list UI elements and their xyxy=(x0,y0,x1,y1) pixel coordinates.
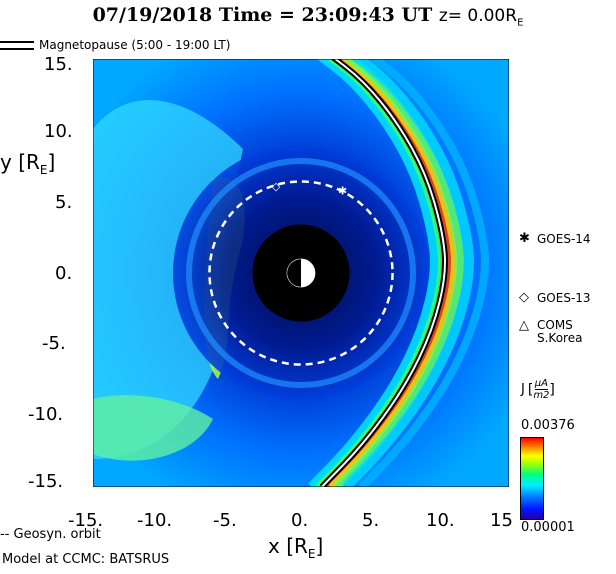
satellite-label: GOES-14 xyxy=(537,232,591,246)
satellite-markers: ✱◇ xyxy=(272,180,347,197)
magnetopause-legend-label: Magnetopause (5:00 - 19:00 LT) xyxy=(39,38,231,52)
title-z: z= 0.00RE xyxy=(438,6,524,29)
x-axis-label: x [RE] xyxy=(268,534,324,561)
title-main: 07/19/2018 Time = 23:09:43 UT xyxy=(92,4,433,26)
colorbar-max-label: 0.00376 xyxy=(521,418,575,433)
diamond-icon: ◇ xyxy=(519,290,529,305)
diamond-icon: ◇ xyxy=(272,180,281,193)
y-tick-label: -10. xyxy=(28,404,64,425)
satellite-legend-goes14: ✱ GOES-14 xyxy=(519,232,591,246)
x-tick-label: -10. xyxy=(137,510,173,531)
earth-icon xyxy=(286,258,316,288)
magnetopause-swatch xyxy=(0,40,34,50)
x-tick-label: 0. xyxy=(291,510,309,531)
geosynchronous-orbit xyxy=(208,180,394,366)
magnetopause-band xyxy=(323,59,452,487)
magnetopause-legend: Magnetopause (5:00 - 19:00 LT) xyxy=(0,38,230,52)
satellite-label: GOES-13 xyxy=(537,291,591,305)
magnetopause-band xyxy=(315,59,444,487)
magnetopause-band xyxy=(328,59,457,487)
y-tick-label: 5. xyxy=(55,192,73,213)
y-tick-label: -15. xyxy=(28,471,64,492)
chart-title: 07/19/2018 Time = 23:09:43 UT z= 0.00RE xyxy=(0,4,616,28)
x-tick-label: -5. xyxy=(213,510,237,531)
triangle-icon: △ xyxy=(519,318,529,333)
colorbar-label: J [ µA m2 ] xyxy=(521,378,555,401)
asterisk-icon: ✱ xyxy=(338,184,347,197)
heatmap-plot: ✱◇ xyxy=(93,59,509,487)
magnetopause-curve-highlight xyxy=(321,59,446,487)
satellite-legend-coms: △ COMS S.Korea xyxy=(519,319,582,345)
x-tick-label: 10. xyxy=(426,510,455,531)
satellite-legend-goes13: ◇ GOES-13 xyxy=(519,291,591,305)
magnetopause-bands xyxy=(308,59,489,487)
model-credit: Model at CCMC: BATSRUS xyxy=(2,552,170,567)
inner-ring-band xyxy=(186,158,416,388)
y-tick-label: 15. xyxy=(44,54,73,75)
magnetopause-band xyxy=(342,59,474,487)
satellite-label-sub: S.Korea xyxy=(537,331,583,345)
y-axis-label: y [RE] xyxy=(0,150,56,177)
y-tick-label: 10. xyxy=(44,121,73,142)
geosyn-orbit-legend: -- Geosyn. orbit xyxy=(0,527,101,542)
magnetopause-band xyxy=(308,59,440,487)
x-tick-label: 5. xyxy=(362,510,380,531)
x-tick-label: 15 xyxy=(490,510,513,531)
colorbar xyxy=(520,437,544,520)
y-tick-label: -5. xyxy=(42,333,66,354)
y-tick-label: 0. xyxy=(55,263,73,284)
satellite-label: COMS xyxy=(537,318,573,332)
plot-area: ✱ ◇ xyxy=(93,59,509,487)
tail-green-region xyxy=(93,395,213,461)
colorbar-min-label: 0.00001 xyxy=(521,520,575,535)
magnetopause-band xyxy=(333,59,464,487)
magnetopause-band xyxy=(358,59,489,487)
x-tick-label: -15. xyxy=(68,510,104,531)
asterisk-icon: ✱ xyxy=(519,231,530,246)
